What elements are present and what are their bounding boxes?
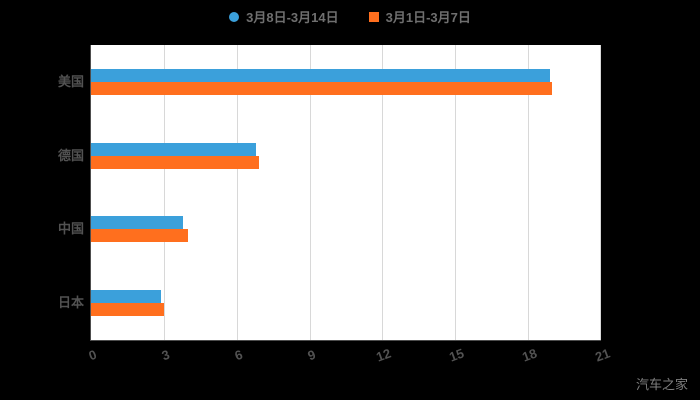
category-label-1: 德国	[57, 147, 84, 163]
bar-中国-series1	[91, 229, 189, 243]
gridline-x-6	[236, 45, 238, 340]
legend-item-week2[interactable]: 3月8日-3月14日	[229, 7, 339, 26]
x-tick-label-18: 18	[520, 345, 540, 365]
watermark: 汽车之家	[635, 377, 688, 392]
gridline-x-21	[600, 45, 601, 340]
x-tick-label-15: 15	[447, 345, 467, 365]
gridline-x-9	[309, 45, 311, 340]
bar-日本-series0	[91, 290, 162, 304]
category-label-0: 美国	[57, 73, 84, 89]
category-label-2: 中国	[57, 221, 84, 237]
x-tick-label-21: 21	[593, 345, 612, 365]
gridline-x-12	[382, 45, 384, 340]
bar-美国-series1	[91, 81, 553, 95]
legend-label-week2: 3月8日-3月14日	[246, 10, 339, 25]
legend-marker-circle-icon	[229, 11, 240, 22]
gridline-x-15	[455, 45, 457, 340]
x-tick-label-0: 0	[86, 346, 99, 364]
bar-德国-series1	[91, 155, 259, 169]
legend-item-week1[interactable]: 3月1日-3月7日	[368, 7, 471, 26]
legend-marker-square-icon	[368, 11, 379, 22]
legend-label-week1: 3月1日-3月7日	[385, 10, 471, 25]
bar-美国-series0	[91, 68, 550, 82]
x-tick-label-3: 3	[159, 346, 172, 364]
gridline-x-18	[528, 45, 530, 340]
bar-中国-series0	[91, 216, 184, 230]
bar-日本-series1	[91, 303, 164, 317]
category-label-3: 日本	[57, 295, 84, 311]
gridline-x-3	[163, 45, 165, 340]
plot-area	[90, 45, 601, 341]
x-tick-label-9: 9	[305, 346, 318, 364]
x-tick-label-6: 6	[232, 346, 245, 364]
bar-德国-series0	[91, 142, 257, 156]
legend: 3月8日-3月14日 3月1日-3月7日	[0, 7, 700, 26]
x-tick-label-12: 12	[374, 345, 394, 365]
